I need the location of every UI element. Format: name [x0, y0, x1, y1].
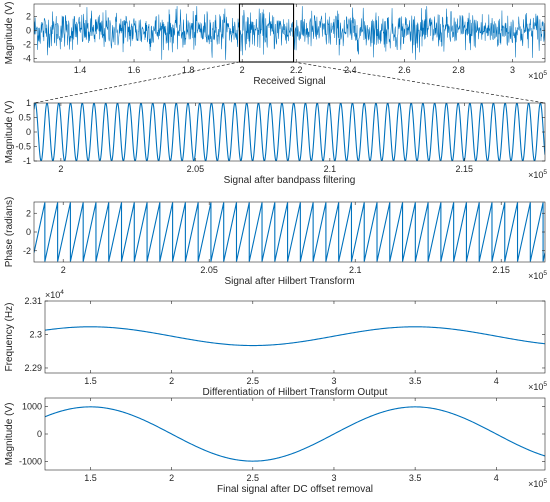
signal-trace — [45, 326, 545, 347]
x-tick-label: 2.1 — [324, 164, 337, 174]
signal-trace — [34, 6, 545, 60]
x-axis-exponent: ×105 — [528, 381, 547, 392]
y-axis-label: Phase (radians) — [4, 197, 15, 268]
y-axis-label: Magnitude (V) — [4, 403, 15, 466]
y-axis-label: Magnitude (V) — [4, 2, 15, 65]
axes-frame — [44, 300, 546, 374]
x-tick-label: 2 — [58, 164, 63, 174]
x-axis-label: Signal after bandpass filtering — [224, 175, 356, 186]
panel-hilbert-phase: 2 2.05 2.1 2.15 -2 0 2 Signal after Hilbert Tra… — [4, 197, 547, 287]
y-tick-label: 2.3 — [29, 329, 42, 339]
y-tick-label: 0 — [26, 227, 31, 237]
x-axis-exponent: ×105 — [528, 478, 547, 489]
x-tick-label: 1.6 — [128, 65, 141, 75]
zoom-connector-right — [293, 61, 546, 104]
x-tick-label: 3 — [510, 65, 515, 75]
x-tick-label: 2.6 — [398, 65, 411, 75]
x-tick-label: 1.5 — [84, 473, 97, 483]
x-tick-label: 2.8 — [452, 65, 465, 75]
x-tick-label: 3 — [331, 376, 336, 386]
x-tick-label: 2 — [169, 473, 174, 483]
y-tick-label: 2.31 — [24, 296, 42, 306]
panel-received-signal: 1.4 1.6 1.8 2 2.2 2.4 2.6 2.8 3 -4 -2 0 2 Received Si… — [4, 2, 547, 87]
x-tick-label: 2.4 — [344, 65, 357, 75]
y-tick-label: 2.29 — [24, 363, 42, 373]
x-axis-label: Differentiation of Hilbert Transform Out… — [203, 387, 388, 398]
x-tick-label: 1.4 — [74, 65, 87, 75]
zoom-connector-lines — [33, 61, 546, 104]
x-tick-label: 4 — [494, 376, 499, 386]
y-tick-label: 2 — [26, 208, 31, 218]
panel-final-signal: 1.5 2 2.5 3 3.5 4 -1000 0 1000 Final signal after… — [4, 397, 547, 495]
y-tick-label: -1000 — [19, 457, 42, 467]
y-tick-label: -4 — [23, 54, 31, 64]
panel-bandpass-filtered: 2 2.05 2.1 2.15 -1 -0.5 0 0.5 1 Signal after band… — [4, 98, 547, 186]
x-tick-label: 2.5 — [247, 376, 260, 386]
x-tick-label: 2.05 — [187, 164, 205, 174]
x-tick-label: 3.5 — [409, 376, 422, 386]
x-tick-label: 2.05 — [200, 265, 218, 275]
y-tick-label: 2 — [26, 12, 31, 22]
x-tick-label: 1.8 — [182, 65, 195, 75]
y-tick-label: -1 — [23, 156, 31, 166]
y-tick-label: 0 — [37, 429, 42, 439]
x-tick-label: 3 — [331, 473, 336, 483]
x-axis-label: Final signal after DC offset removal — [217, 484, 373, 495]
y-axis-label: Frequency (Hz) — [4, 303, 15, 372]
y-axis-label: Magnitude (V) — [4, 101, 15, 164]
x-tick-label: 2.1 — [349, 265, 362, 275]
axes-frame — [44, 397, 546, 471]
signal-trace — [34, 202, 545, 262]
signal-trace — [45, 406, 545, 462]
x-tick-label: 2.2 — [290, 65, 303, 75]
y-tick-label: -0.5 — [15, 142, 31, 152]
x-tick-label: 2.15 — [492, 265, 510, 275]
x-tick-label: 4 — [494, 473, 499, 483]
panel-frequency: 1.5 2 2.5 3 3.5 4 2.29 2.3 2.31 Differentiation o… — [4, 289, 547, 398]
x-tick-label: 1.5 — [84, 376, 97, 386]
x-axis-exponent: ×105 — [528, 169, 547, 180]
y-tick-label: 0 — [26, 127, 31, 137]
x-tick-label: 2 — [61, 265, 66, 275]
x-axis-label: Received Signal — [253, 76, 325, 87]
x-axis-label: Signal after Hilbert Transform — [224, 276, 354, 287]
x-tick-label: 3.5 — [409, 473, 422, 483]
y-tick-label: 0.5 — [18, 113, 31, 123]
x-axis-exponent: ×105 — [528, 70, 547, 81]
x-tick-label: 2 — [240, 65, 245, 75]
x-tick-label: 2 — [169, 376, 174, 386]
y-axis-exponent: ×104 — [45, 289, 64, 300]
y-tick-label: 0 — [26, 26, 31, 36]
signal-trace — [34, 103, 545, 161]
x-axis-exponent: ×105 — [528, 270, 547, 281]
x-tick-label: 2.15 — [456, 164, 474, 174]
zoom-region-box — [238, 3, 295, 63]
y-tick-label: 1 — [26, 98, 31, 108]
y-tick-label: -2 — [23, 246, 31, 256]
y-tick-label: -2 — [23, 40, 31, 50]
x-tick-label: 2.5 — [247, 473, 260, 483]
y-tick-label: 1000 — [22, 401, 42, 411]
